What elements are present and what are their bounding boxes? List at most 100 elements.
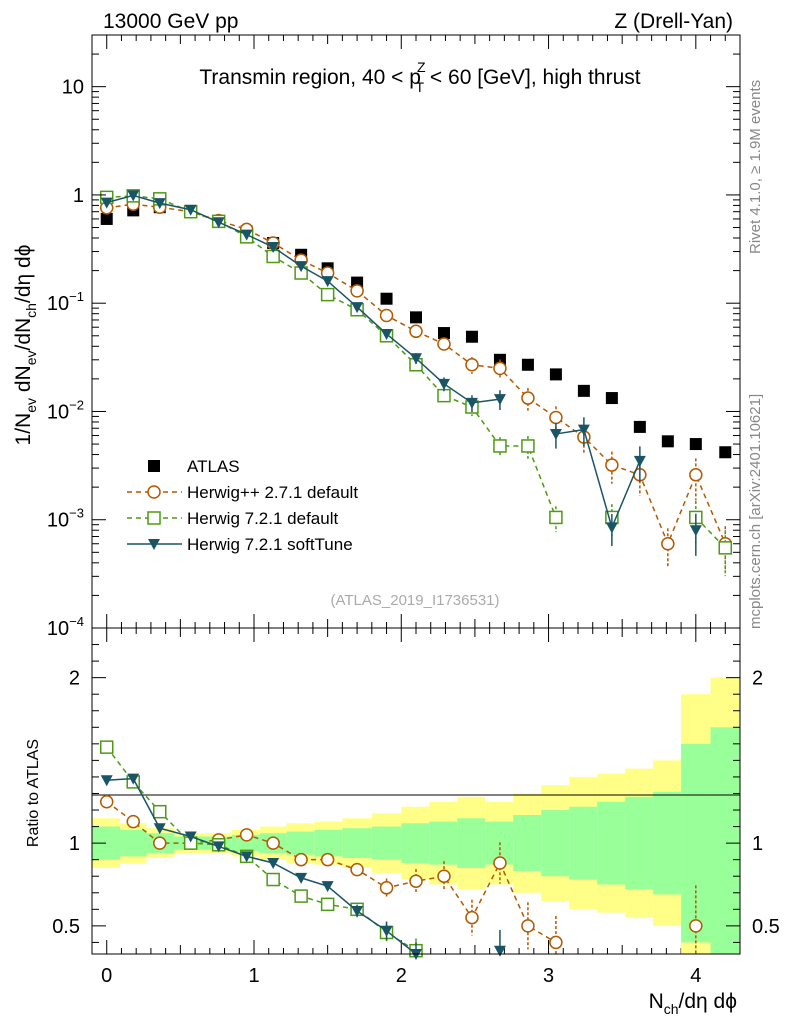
ratio-plot-frame bbox=[91, 627, 741, 955]
point-herwigpp bbox=[409, 324, 423, 339]
ratio-band-inner bbox=[401, 823, 430, 863]
point-softtune bbox=[633, 455, 646, 467]
ratio-band-inner bbox=[625, 796, 654, 890]
ratio-point-softtune bbox=[295, 872, 308, 884]
main-data-marks bbox=[99, 189, 733, 577]
ratio-point-softtune bbox=[212, 841, 225, 853]
point-softtune bbox=[267, 242, 280, 254]
ratio-point-herwigpp bbox=[379, 881, 394, 895]
point-softtune bbox=[437, 378, 450, 390]
y-axis-label: 1/Nev dNev/dNch/dη dϕ bbox=[12, 245, 39, 446]
point-herwig721 bbox=[521, 439, 535, 453]
ratio-tick-label: 1 bbox=[69, 833, 80, 855]
ratio-point-herwig721 bbox=[294, 889, 308, 903]
point-herwig721 bbox=[437, 388, 451, 403]
ratio-band-inner bbox=[429, 821, 458, 865]
y-tick-label: 10−4 bbox=[47, 614, 84, 640]
plot-title-sub: T bbox=[416, 79, 425, 95]
header-left: 13000 GeV pp bbox=[103, 10, 238, 33]
ratio-point-softtune bbox=[493, 945, 506, 957]
ratio-point-herwig721 bbox=[320, 897, 335, 912]
point-atlas bbox=[549, 368, 562, 381]
series-line-softtune bbox=[107, 195, 696, 530]
ratio-band-inner bbox=[513, 814, 542, 872]
main-plot-panel: 10 1 10−1 10−2 10−3 10−4 Transmin region, 40 … bbox=[12, 34, 741, 954]
point-herwigpp bbox=[437, 337, 451, 351]
legend-marker-herwig721 bbox=[147, 511, 161, 525]
ratio-point-herwigpp bbox=[294, 852, 308, 867]
point-softtune bbox=[410, 353, 422, 365]
ratio-point-herwigpp bbox=[126, 814, 140, 829]
point-atlas bbox=[465, 330, 478, 343]
point-softtune bbox=[351, 302, 364, 314]
ratio-point-herwig721 bbox=[99, 740, 114, 754]
x-tick-label: 4 bbox=[690, 965, 701, 987]
ratio-band-inner bbox=[342, 828, 372, 859]
legend-label-atlas: ATLAS bbox=[187, 457, 240, 476]
main-axis-ticks: 10 1 10−1 10−2 10−3 10−4 bbox=[47, 34, 741, 954]
ratio-point-herwigpp bbox=[99, 795, 114, 809]
legend-label-softtune: Herwig 7.2.1 softTune bbox=[187, 535, 353, 554]
point-herwig721 bbox=[718, 541, 733, 555]
point-herwigpp bbox=[379, 308, 394, 323]
plot-title-post: < 60 [GeV], high thrust bbox=[424, 66, 641, 89]
point-herwigpp bbox=[605, 458, 619, 472]
point-herwigpp bbox=[350, 284, 364, 298]
ratio-band-inner bbox=[371, 826, 402, 860]
ratio-point-herwigpp bbox=[152, 836, 167, 850]
x-tick-label: 0 bbox=[101, 965, 112, 987]
point-atlas bbox=[410, 311, 422, 324]
legend: ATLAS Herwig++ 2.7.1 default Herwig 7.2.1 … bbox=[127, 457, 358, 554]
point-atlas bbox=[689, 438, 702, 451]
plot-title-pre: Transmin region, 40 < p bbox=[199, 66, 421, 89]
ratio-point-softtune bbox=[100, 775, 113, 787]
ratio-band-inner bbox=[286, 831, 315, 855]
ratio-point-herwig721 bbox=[266, 872, 280, 887]
ratio-point-softtune bbox=[240, 851, 253, 863]
point-atlas bbox=[633, 420, 646, 433]
x-tick-label: 2 bbox=[396, 965, 407, 987]
ratio-point-herwigpp bbox=[350, 862, 364, 877]
side-label-mcplots: mcplots.cern.ch [arXiv:2401.10621] bbox=[747, 394, 764, 629]
point-atlas bbox=[521, 358, 534, 371]
ratio-point-herwigpp bbox=[239, 828, 254, 842]
point-softtune bbox=[295, 261, 308, 273]
ratio-uncertainty-band bbox=[92, 677, 740, 954]
ratio-point-softtune bbox=[153, 823, 166, 835]
ratio-point-herwigpp bbox=[320, 852, 335, 867]
ratio-band-inner bbox=[569, 806, 598, 880]
ratio-band-inner bbox=[231, 834, 260, 852]
ratio-point-softtune bbox=[351, 905, 364, 917]
header-right: Z (Drell-Yan) bbox=[614, 10, 733, 33]
ratio-axis-ticks: 0 1 2 3 4 2 2 1 1 0.5 0.5 bbox=[52, 644, 780, 987]
point-softtune bbox=[380, 328, 393, 340]
point-herwig721 bbox=[320, 287, 335, 302]
side-label-rivet: Rivet 4.1.0, ≥ 1.9M events bbox=[747, 80, 764, 254]
y-tick-label: 10−2 bbox=[47, 397, 84, 423]
point-atlas bbox=[100, 212, 113, 225]
ratio-tick-label-right: 2 bbox=[752, 668, 763, 690]
ratio-point-softtune bbox=[380, 925, 393, 937]
ratio-point-softtune bbox=[184, 831, 197, 843]
point-herwigpp bbox=[521, 391, 535, 405]
ratio-band-inner bbox=[653, 791, 682, 895]
ratio-band-inner bbox=[457, 818, 486, 868]
ratio-plot-panel: 0 1 2 3 4 2 2 1 1 0.5 0.5 Ratio to ATLAS bbox=[25, 627, 780, 987]
point-softtune bbox=[184, 204, 197, 216]
ratio-y-axis-label: Ratio to ATLAS bbox=[25, 739, 42, 847]
legend-marker-herwigpp bbox=[147, 485, 161, 499]
y-tick-label: 10 bbox=[62, 77, 84, 99]
point-atlas bbox=[437, 327, 450, 340]
ratio-band-inner bbox=[314, 829, 343, 857]
point-atlas bbox=[380, 292, 393, 305]
ratio-band-inner bbox=[710, 727, 740, 954]
y-tick-label: 10−1 bbox=[47, 289, 84, 315]
point-softtune bbox=[465, 397, 478, 409]
ratio-band-inner bbox=[119, 829, 147, 857]
x-axis-label: Nch/dη dϕ bbox=[649, 990, 737, 1017]
ratio-band-inner bbox=[541, 810, 570, 877]
point-herwig721 bbox=[549, 510, 563, 525]
y-tick-label: 1 bbox=[73, 185, 84, 207]
ratio-point-softtune bbox=[321, 881, 334, 893]
legend-label-herwig721: Herwig 7.2.1 default bbox=[187, 509, 338, 528]
